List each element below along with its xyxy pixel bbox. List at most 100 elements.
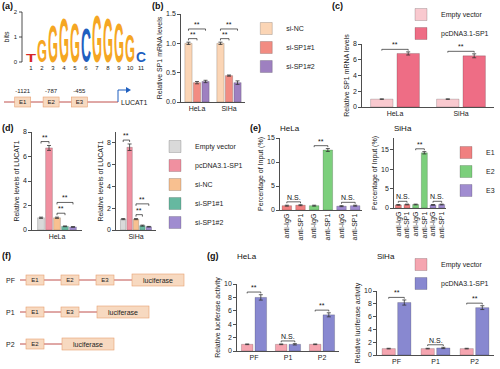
svg-text:E1: E1	[486, 149, 495, 156]
svg-text:11: 11	[138, 65, 145, 71]
svg-text:P1: P1	[284, 354, 293, 361]
svg-text:**: **	[251, 284, 257, 291]
svg-text:PF: PF	[250, 354, 259, 361]
svg-text:0: 0	[228, 347, 232, 354]
svg-text:0: 0	[107, 226, 111, 233]
svg-text:E1: E1	[31, 309, 39, 315]
svg-text:PF: PF	[392, 358, 401, 365]
svg-text:5: 5	[385, 185, 389, 192]
svg-text:G: G	[103, 5, 113, 75]
svg-text:**: **	[319, 302, 325, 309]
svg-text:E2: E2	[47, 99, 55, 105]
svg-text:4: 4	[62, 65, 66, 71]
svg-text:15: 15	[267, 134, 275, 141]
svg-text:E2: E2	[486, 168, 495, 175]
svg-text:E3: E3	[66, 309, 74, 315]
svg-text:luciferase: luciferase	[108, 309, 138, 316]
svg-text:si-SP1#1: si-SP1#1	[286, 44, 315, 51]
svg-text:G: G	[70, 12, 80, 74]
svg-text:1.5: 1.5	[166, 10, 176, 17]
svg-text:6: 6	[228, 307, 232, 314]
svg-text:Empty vector: Empty vector	[195, 143, 237, 151]
svg-text:anti-SP1: anti-SP1	[403, 212, 410, 239]
svg-text:**: **	[226, 21, 232, 28]
svg-text:P2: P2	[6, 341, 15, 348]
svg-text:4: 4	[23, 177, 27, 184]
svg-text:si-NC: si-NC	[286, 25, 304, 32]
svg-text:0: 0	[23, 226, 27, 233]
svg-text:anti-IgG: anti-IgG	[310, 214, 318, 239]
svg-text:**: **	[394, 289, 400, 296]
svg-text:2: 2	[228, 334, 232, 341]
svg-text:Relative levels of LUCAT1: Relative levels of LUCAT1	[13, 140, 20, 221]
svg-text:E3: E3	[486, 187, 495, 194]
svg-text:HeLa: HeLa	[387, 110, 404, 117]
svg-text:**: **	[458, 43, 464, 50]
svg-text:bits: bits	[3, 31, 10, 42]
svg-text:N.S.: N.S.	[396, 193, 410, 200]
svg-text:6: 6	[353, 56, 357, 63]
svg-text:**: **	[392, 41, 398, 48]
svg-text:HeLa: HeLa	[189, 105, 206, 112]
svg-text:E2: E2	[31, 341, 39, 347]
svg-text:N.S.: N.S.	[429, 337, 443, 344]
svg-text:pcDNA3.1-SP1: pcDNA3.1-SP1	[441, 30, 489, 38]
svg-text:6: 6	[84, 65, 88, 71]
svg-text:6: 6	[107, 161, 111, 168]
svg-text:Percentage of Input (%): Percentage of Input (%)	[371, 136, 379, 210]
svg-text:E3: E3	[76, 99, 84, 105]
svg-text:15: 15	[381, 146, 389, 153]
svg-text:-1121: -1121	[15, 88, 31, 94]
svg-text:anti-IgG: anti-IgG	[283, 214, 291, 239]
svg-text:0: 0	[353, 103, 357, 110]
svg-text:HeLa: HeLa	[280, 124, 300, 133]
svg-text:Relative levels of LUCAT1: Relative levels of LUCAT1	[97, 140, 104, 221]
svg-text:E1: E1	[31, 277, 39, 283]
svg-text:**: **	[194, 21, 200, 28]
svg-text:anti-SP1: anti-SP1	[421, 212, 428, 239]
svg-text:1: 1	[14, 34, 18, 40]
svg-text:10: 10	[224, 280, 232, 287]
svg-text:Percentage of Input (%): Percentage of Input (%)	[257, 137, 265, 211]
svg-text:Empty vector: Empty vector	[441, 261, 483, 269]
svg-text:E3: E3	[101, 277, 109, 283]
svg-text:pcDNA3.1-SP1: pcDNA3.1-SP1	[195, 162, 243, 170]
svg-text:**: **	[62, 194, 68, 201]
svg-text:**: **	[472, 295, 478, 302]
svg-text:C: C	[81, 18, 91, 72]
svg-text:**: **	[58, 205, 64, 212]
svg-text:0: 0	[385, 204, 389, 211]
svg-text:**: **	[222, 31, 228, 38]
svg-text:T: T	[26, 53, 37, 64]
svg-text:P2: P2	[470, 358, 479, 365]
svg-text:P1: P1	[6, 309, 15, 316]
svg-text:**: **	[190, 31, 196, 38]
svg-text:luciferase: luciferase	[73, 341, 103, 348]
svg-text:0: 0	[14, 59, 18, 65]
svg-text:anti-IgG: anti-IgG	[338, 214, 346, 239]
svg-text:anti-SP1: anti-SP1	[351, 214, 358, 241]
svg-text:2: 2	[40, 65, 44, 71]
svg-text:si-SP1#2: si-SP1#2	[195, 219, 224, 226]
svg-text:LUCAT1: LUCAT1	[121, 99, 147, 106]
svg-text:G: G	[48, 15, 58, 73]
svg-text:SiHa: SiHa	[453, 110, 468, 117]
svg-text:anti-SP1: anti-SP1	[438, 212, 445, 239]
svg-text:SiHa: SiHa	[377, 252, 395, 261]
svg-text:P2: P2	[318, 354, 327, 361]
svg-text:**: **	[139, 196, 145, 203]
svg-text:8: 8	[368, 300, 372, 307]
svg-text:anti-SP1: anti-SP1	[324, 214, 331, 241]
svg-text:luciferase: luciferase	[143, 277, 173, 284]
svg-text:3: 3	[51, 65, 55, 71]
svg-text:anti-SP1: anti-SP1	[297, 214, 304, 241]
svg-text:1.0: 1.0	[166, 40, 176, 47]
svg-text:G: G	[125, 27, 135, 70]
svg-text:2: 2	[368, 339, 372, 346]
svg-text:2: 2	[23, 202, 27, 209]
svg-text:Relative SP1 mRNA levels: Relative SP1 mRNA levels	[156, 16, 163, 99]
svg-text:0.5: 0.5	[166, 69, 176, 76]
svg-text:4: 4	[368, 326, 372, 333]
svg-text:E2: E2	[66, 277, 74, 283]
svg-text:si-SP1#1: si-SP1#1	[195, 200, 224, 207]
